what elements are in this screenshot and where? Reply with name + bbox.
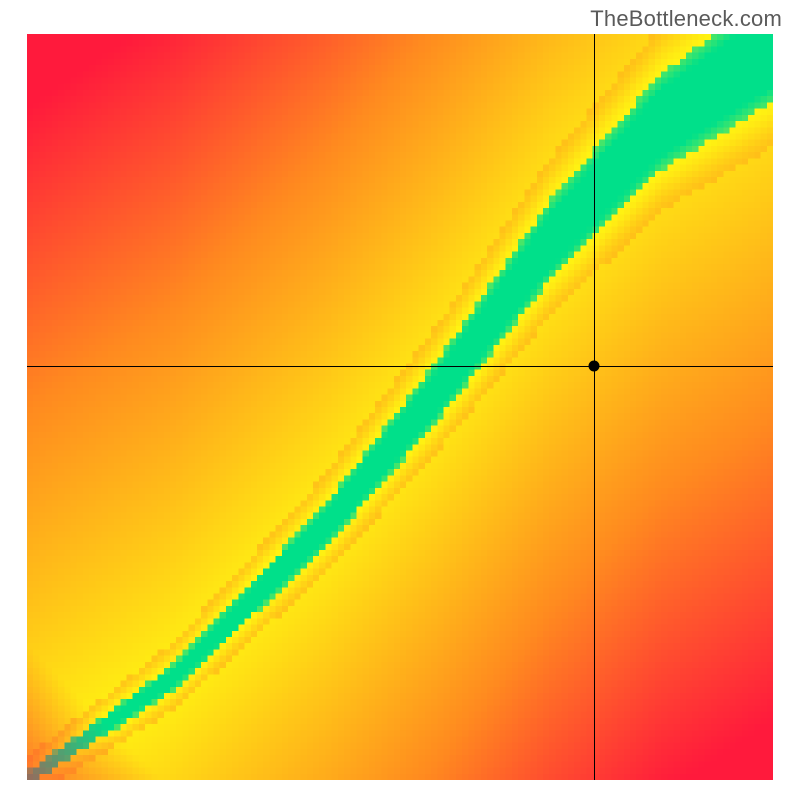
crosshair-vertical bbox=[594, 34, 595, 780]
heatmap-plot bbox=[27, 34, 773, 780]
watermark-text: TheBottleneck.com bbox=[590, 6, 782, 32]
heatmap-canvas bbox=[27, 34, 773, 780]
chart-container: TheBottleneck.com bbox=[0, 0, 800, 800]
crosshair-horizontal bbox=[27, 366, 773, 367]
selection-marker bbox=[588, 360, 599, 371]
